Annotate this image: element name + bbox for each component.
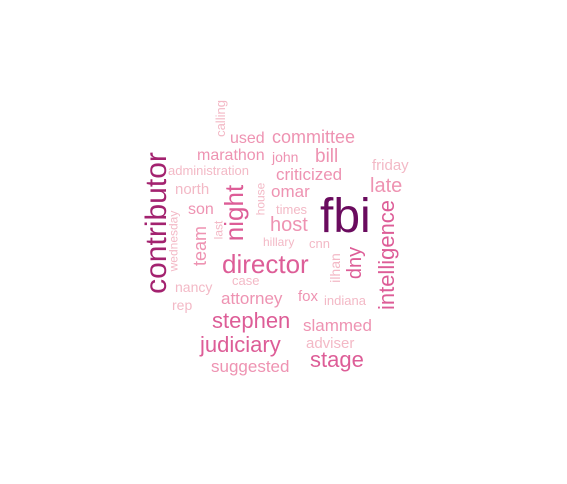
word-wednesday: wednesday bbox=[166, 210, 181, 272]
word-calling: calling bbox=[212, 100, 228, 137]
word-team: team bbox=[190, 225, 211, 267]
word-director: director bbox=[222, 249, 309, 279]
word-criticized: criticized bbox=[276, 165, 343, 184]
word-case: case bbox=[232, 273, 260, 288]
word-committee: committee bbox=[272, 127, 356, 147]
word-friday: friday bbox=[372, 157, 409, 174]
word-ilhan: ilhan bbox=[326, 253, 343, 283]
word-attorney: attorney bbox=[221, 289, 283, 308]
word-adviser: adviser bbox=[306, 335, 355, 352]
word-omar: omar bbox=[271, 182, 310, 201]
word-judiciary: judiciary bbox=[200, 332, 281, 357]
word-used: used bbox=[230, 130, 265, 147]
word-nancy: nancy bbox=[175, 279, 213, 295]
word-son: son bbox=[188, 201, 214, 218]
word-slammed: slammed bbox=[303, 316, 372, 335]
word-stephen: stephen bbox=[212, 308, 291, 333]
word-last: last bbox=[211, 220, 226, 240]
word-marathon: marathon bbox=[197, 147, 265, 164]
word-fbi: fbi bbox=[320, 190, 371, 243]
word-dny: dny bbox=[344, 246, 367, 280]
word-house: house bbox=[253, 182, 268, 216]
word-north: north bbox=[175, 181, 210, 198]
word-rep: rep bbox=[172, 297, 193, 313]
word-cnn: cnn bbox=[309, 236, 330, 251]
word-late: late bbox=[370, 175, 403, 197]
word-indiana: indiana bbox=[324, 293, 366, 308]
word-fox: fox bbox=[298, 288, 319, 305]
word-times: times bbox=[276, 202, 308, 217]
word-hillary: hillary bbox=[263, 235, 295, 249]
word-suggested: suggested bbox=[211, 357, 290, 376]
word-bill: bill bbox=[315, 146, 339, 167]
word-host: host bbox=[270, 214, 308, 236]
word-intelligence: intelligence bbox=[374, 199, 400, 311]
word-john: john bbox=[272, 149, 299, 165]
word-administration: administration bbox=[168, 163, 249, 178]
word-stage: stage bbox=[310, 347, 364, 372]
